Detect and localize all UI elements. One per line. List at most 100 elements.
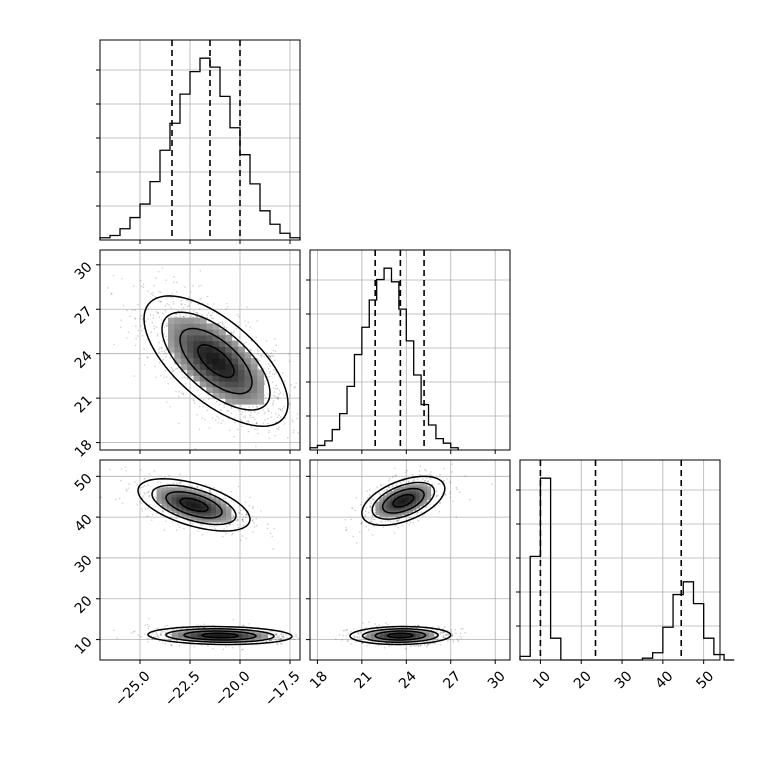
- sample-point: [163, 476, 166, 479]
- density-cell: [379, 499, 384, 503]
- sample-point: [165, 355, 167, 358]
- sample-point: [464, 631, 466, 634]
- density-cell: [244, 381, 252, 388]
- contour-line: [197, 344, 235, 379]
- sample-point: [231, 534, 233, 536]
- sample-point: [256, 524, 258, 527]
- density-cell: [386, 514, 391, 518]
- sample-point: [358, 637, 361, 639]
- sample-point: [148, 473, 151, 475]
- sample-point: [442, 636, 445, 638]
- sample-point: [253, 526, 256, 528]
- density-cell: [238, 352, 245, 359]
- density-cell: [404, 510, 410, 513]
- sample-point: [139, 324, 142, 327]
- sample-point: [213, 303, 215, 305]
- density-cell: [199, 375, 207, 382]
- sample-point: [133, 375, 136, 377]
- density-cell: [197, 631, 205, 633]
- sample-point: [238, 315, 240, 318]
- sample-point: [292, 638, 295, 641]
- density-cell: [201, 505, 207, 509]
- density-cell: [191, 505, 197, 509]
- density-cell: [238, 375, 245, 382]
- sample-point: [154, 277, 157, 279]
- sample-point: [272, 387, 275, 389]
- sample-point: [239, 512, 241, 514]
- sample-point: [159, 291, 162, 294]
- sample-point: [152, 493, 155, 495]
- sample-point: [273, 527, 275, 530]
- sample-point: [401, 524, 404, 527]
- sample-point: [383, 490, 385, 492]
- density-cell: [196, 505, 202, 509]
- density-cell: [382, 505, 388, 509]
- sample-point: [276, 397, 279, 400]
- density-cell: [206, 503, 212, 507]
- sample-point: [153, 635, 155, 638]
- density-cell: [242, 630, 249, 633]
- density-cell: [178, 632, 186, 634]
- sample-point: [275, 639, 278, 642]
- density-cell: [222, 640, 230, 642]
- density-cell: [174, 357, 182, 365]
- sample-point: [386, 623, 389, 626]
- density-cell: [248, 636, 256, 638]
- sample-point: [256, 405, 258, 408]
- sample-point: [301, 647, 303, 649]
- density-cell: [171, 631, 179, 633]
- sample-point: [429, 478, 432, 480]
- sample-point: [134, 309, 136, 312]
- density-cell: [401, 501, 406, 505]
- sample-point: [235, 520, 237, 522]
- sample-point: [224, 497, 227, 500]
- density-cell: [248, 639, 256, 641]
- sample-point: [146, 290, 149, 292]
- sample-point: [290, 384, 292, 386]
- contour-line: [381, 487, 425, 514]
- sample-point: [160, 319, 163, 321]
- density-cell: [211, 519, 217, 523]
- density-cell: [257, 381, 265, 388]
- sample-point: [222, 648, 225, 651]
- sample-point: [351, 507, 354, 509]
- density-cell: [218, 352, 226, 359]
- sample-point: [166, 322, 168, 325]
- density-cell: [210, 629, 218, 631]
- density-cell: [261, 633, 269, 635]
- density-cell: [191, 638, 198, 641]
- sample-point: [198, 308, 201, 310]
- sample-point: [274, 359, 276, 362]
- sample-point: [263, 383, 266, 385]
- sample-point: [241, 413, 243, 416]
- panel-frame: [519, 459, 721, 661]
- sample-point: [183, 316, 186, 318]
- density-cell: [225, 510, 232, 514]
- sample-point: [225, 532, 227, 535]
- sample-point: [252, 506, 254, 508]
- density-cell: [404, 499, 410, 503]
- sample-point: [128, 483, 131, 485]
- sample-point: [178, 526, 181, 528]
- sample-point: [237, 428, 239, 431]
- sample-point: [237, 485, 240, 488]
- sample-point: [388, 645, 391, 648]
- density-cell: [401, 490, 406, 494]
- sample-point: [208, 489, 211, 492]
- sample-point: [146, 641, 149, 643]
- density-cell: [171, 489, 177, 493]
- sample-point: [459, 632, 462, 635]
- sample-point: [272, 394, 275, 397]
- density-cell: [225, 352, 233, 359]
- sample-point: [449, 493, 451, 495]
- sample-point: [119, 479, 122, 482]
- density-cell: [375, 508, 380, 511]
- density-cell: [231, 357, 239, 365]
- density-cell: [203, 634, 211, 637]
- sample-point: [223, 497, 225, 500]
- sample-point: [179, 473, 181, 476]
- sample-point: [228, 429, 231, 432]
- sample-point: [231, 514, 234, 516]
- sample-point: [164, 642, 167, 645]
- sample-point: [256, 422, 258, 424]
